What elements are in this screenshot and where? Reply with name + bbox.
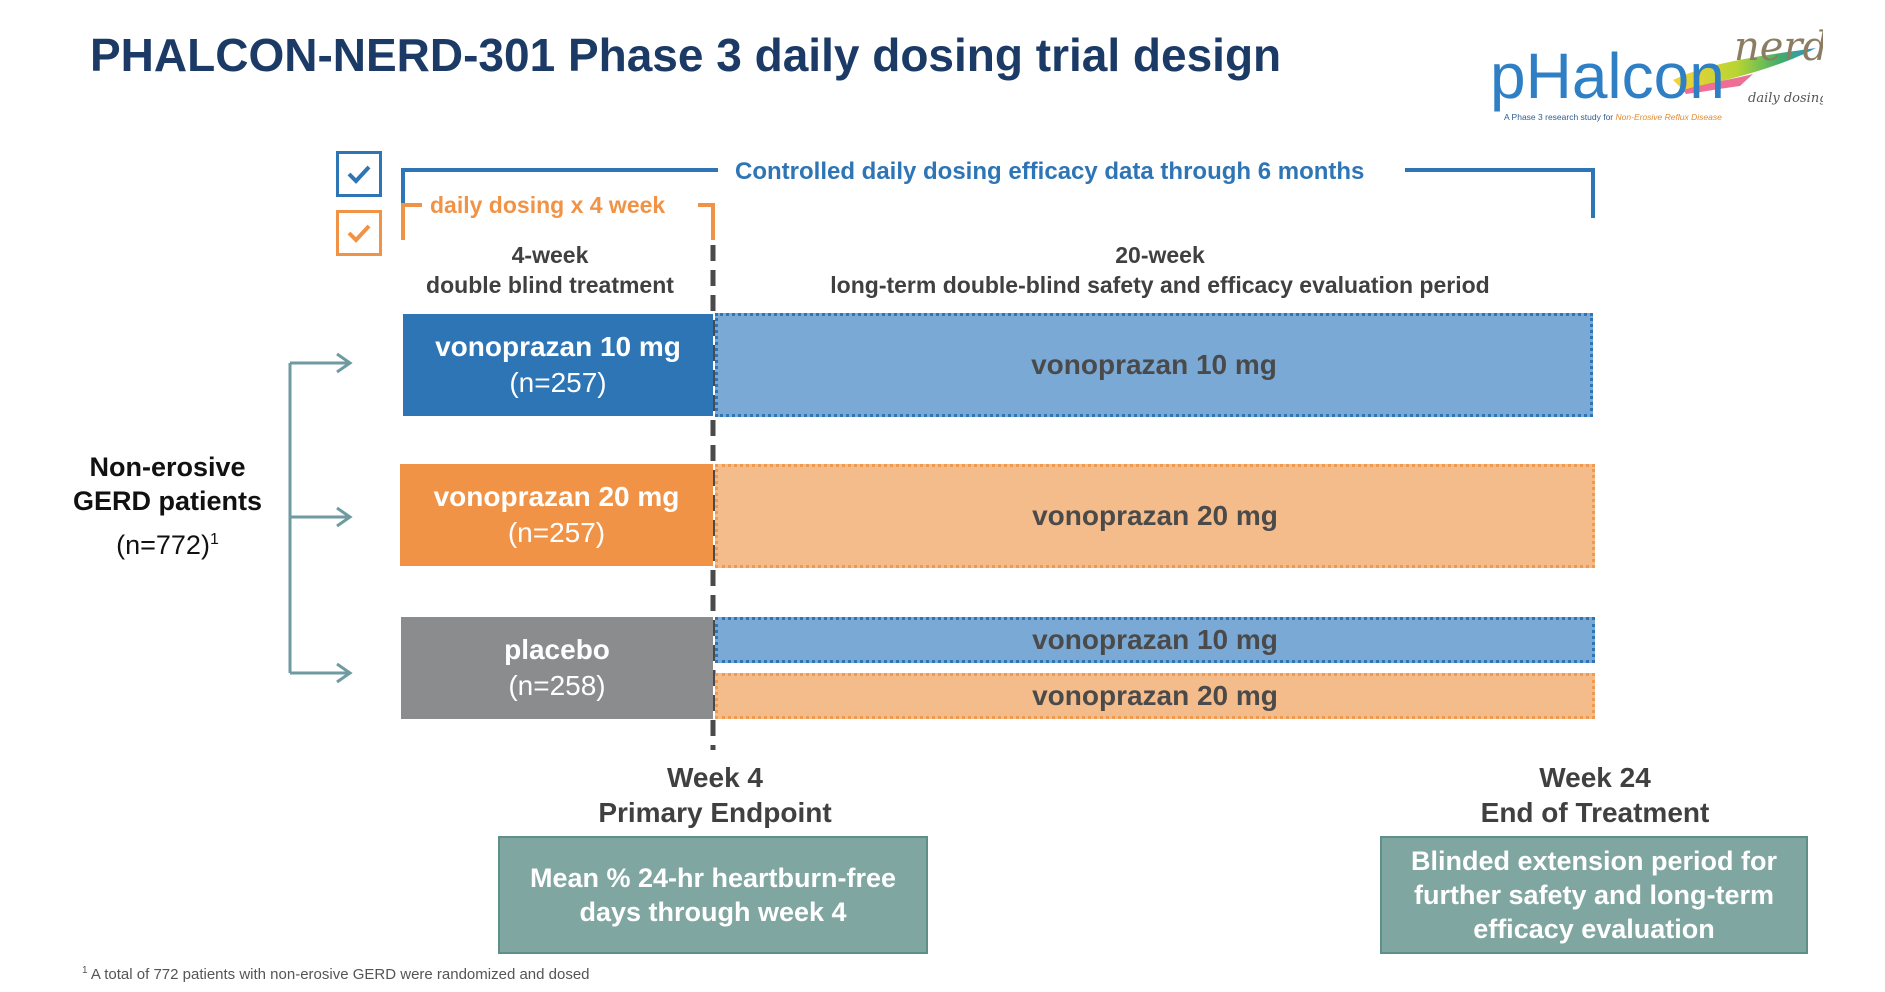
- primary-endpoint-line1: Mean % 24-hr heartburn-free: [529, 863, 897, 893]
- week24-label: Week 24: [1539, 762, 1651, 793]
- extension-period-box: Blinded extension period for further saf…: [1380, 836, 1808, 954]
- end-of-treatment-label: End of Treatment: [1480, 797, 1710, 828]
- long-term-label: long-term double-blind safety and effica…: [830, 272, 1490, 298]
- population-n: (n=772)1: [55, 518, 280, 567]
- population-line2: GERD patients: [72, 486, 263, 516]
- randomization-arrows: [288, 352, 353, 684]
- footnote-text: A total of 772 patients with non-erosive…: [87, 966, 590, 983]
- controlled-period-bracket: [401, 168, 1595, 218]
- population-n-value: (n=772): [116, 530, 210, 560]
- daily-dosing-label: daily dosing x 4 week: [430, 192, 666, 218]
- arm-n: (n=258): [508, 670, 606, 701]
- arm-vonoprazan-10mg: vonoprazan 10 mg (n=257): [403, 314, 713, 416]
- arm-vonoprazan-20mg: vonoprazan 20 mg (n=257): [400, 464, 713, 566]
- primary-endpoint-line2: days through week 4: [579, 897, 847, 927]
- extension-placebo-to-20mg: vonoprazan 20 mg: [715, 673, 1595, 719]
- twenty-week-label: 20-week: [1115, 242, 1205, 268]
- phalcon-nerd-logo: pHalcon nerd daily dosing A Phase 3 rese…: [1490, 24, 1823, 122]
- logo-tagline-text: daily dosing: [1748, 91, 1823, 106]
- extension-vonoprazan-20mg: vonoprazan 20 mg: [715, 464, 1595, 568]
- footnote: 1 A total of 772 patients with non-erosi…: [82, 965, 590, 983]
- extension-line1: Blinded extension period for: [1410, 846, 1778, 876]
- twenty-week-period-header: 20-week long-term double-blind safety an…: [780, 240, 1540, 300]
- extension-placebo-to-10mg: vonoprazan 10 mg: [715, 617, 1595, 663]
- population-footnote-mark: 1: [209, 531, 219, 548]
- arm-name: vonoprazan 20 mg: [433, 481, 680, 512]
- arm-name: vonoprazan 10 mg: [435, 331, 681, 362]
- week4-milestone: Week 4 Primary Endpoint: [560, 760, 870, 830]
- daily-dosing-bracket: [401, 203, 715, 240]
- week24-milestone: Week 24 End of Treatment: [1440, 760, 1750, 830]
- logo-caption-highlight: Non-Erosive Reflux Disease: [1616, 112, 1723, 122]
- arm-n: (n=257): [507, 517, 606, 548]
- orange-check-icon: [336, 210, 382, 256]
- double-blind-label: double blind treatment: [426, 272, 674, 298]
- controlled-period-label: Controlled daily dosing efficacy data th…: [735, 158, 1365, 185]
- extension-line3: efficacy evaluation: [1473, 914, 1715, 944]
- primary-endpoint-box: Mean % 24-hr heartburn-free days through…: [498, 836, 928, 954]
- four-week-period-header: 4-week double blind treatment: [400, 240, 700, 300]
- population-line1: Non-erosive: [89, 452, 246, 482]
- page-title: PHALCON-NERD-301 Phase 3 daily dosing tr…: [90, 29, 1282, 81]
- primary-endpoint-label: Primary Endpoint: [598, 797, 832, 828]
- arm-placebo: placebo (n=258): [401, 617, 713, 719]
- logo-brand-text: pHalcon: [1490, 40, 1725, 112]
- arm-n: (n=257): [509, 367, 607, 398]
- population-label: Non-erosive GERD patients (n=772)1: [55, 450, 280, 567]
- extension-vonoprazan-10mg: vonoprazan 10 mg: [715, 313, 1593, 417]
- blue-check-icon: [336, 151, 382, 197]
- arm-name: placebo: [504, 634, 610, 665]
- four-week-label: 4-week: [511, 242, 589, 268]
- logo-caption: A Phase 3 research study for Non-Erosive…: [1504, 112, 1722, 122]
- week4-label: Week 4: [667, 762, 763, 793]
- extension-line2: further safety and long-term: [1413, 880, 1775, 910]
- logo-caption-prefix: A Phase 3 research study for: [1504, 112, 1616, 122]
- footnote-mark: 1: [82, 965, 88, 976]
- logo-sub-text: nerd: [1734, 24, 1823, 70]
